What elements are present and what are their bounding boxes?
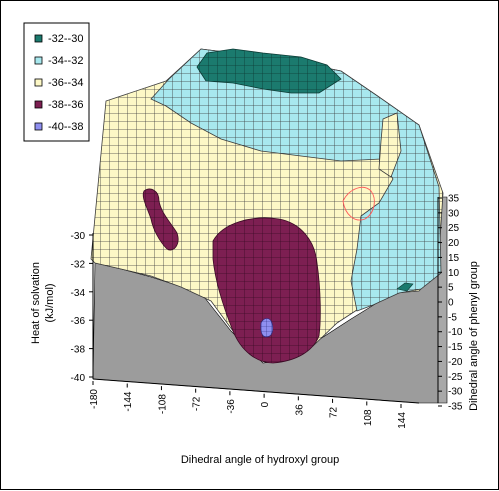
y-axis-ticks: 35 30 25 20 15 10 5 0 -5 -10 -15 -20 -25 -30 -35 bbox=[438, 194, 463, 413]
y-tick-label: 25 bbox=[448, 223, 460, 234]
y-axis-label: Dihedral angle of phenyl group bbox=[468, 261, 480, 411]
x-tick-label: 108 bbox=[363, 409, 374, 426]
y-tick-label: -10 bbox=[448, 327, 463, 338]
x-tick-label: 144 bbox=[397, 412, 408, 429]
legend-label: -40--38 bbox=[48, 121, 83, 133]
legend-swatch bbox=[34, 78, 43, 87]
x-tick-label: -180 bbox=[89, 389, 100, 409]
z-tick-label: -36 bbox=[71, 316, 86, 327]
z-tick-label: -30 bbox=[71, 231, 86, 242]
y-tick-label: -25 bbox=[448, 372, 463, 383]
x-tick-label: 0 bbox=[260, 401, 271, 407]
legend: -32--30 -34--32 -36--34 -38--36 -40--38 bbox=[34, 33, 83, 133]
y-tick-label: -35 bbox=[448, 402, 463, 413]
legend-swatch bbox=[34, 56, 43, 65]
y-tick-label: 35 bbox=[448, 194, 460, 205]
surface-region-magenta-small bbox=[142, 188, 179, 251]
z-tick-label: -34 bbox=[71, 288, 86, 299]
legend-swatch bbox=[34, 122, 43, 131]
surface-region-magenta-basin bbox=[212, 217, 321, 364]
y-tick-label: -30 bbox=[448, 387, 463, 398]
legend-swatch bbox=[34, 100, 43, 109]
surface-region-blue-min bbox=[260, 318, 274, 338]
y-tick-label: -20 bbox=[448, 357, 463, 368]
surface-region-yellow-tongue bbox=[378, 112, 402, 178]
legend-label: -34--32 bbox=[48, 55, 83, 67]
surface-highlight-outline bbox=[342, 187, 375, 221]
y-tick-label: 10 bbox=[448, 268, 460, 279]
y-tick-label: 15 bbox=[448, 253, 460, 264]
x-axis-label: Dihedral angle of hydroxyl group bbox=[181, 454, 339, 466]
y-tick-label: 30 bbox=[448, 208, 460, 219]
x-tick-label: -72 bbox=[192, 396, 203, 411]
x-tick-label: -36 bbox=[226, 399, 237, 414]
y-tick-label: 20 bbox=[448, 238, 460, 249]
surface-region-teal-edge bbox=[396, 282, 414, 292]
x-axis-ticks: -180 -144 -108 -72 -36 0 36 72 108 144 bbox=[89, 381, 408, 429]
z-tick-label: -38 bbox=[71, 345, 86, 356]
legend-label: -32--30 bbox=[48, 33, 83, 45]
x-tick-label: -144 bbox=[123, 391, 134, 411]
legend-label: -36--34 bbox=[48, 77, 83, 89]
x-tick-label: 36 bbox=[294, 404, 305, 416]
legend-swatch bbox=[34, 34, 43, 43]
surface-region-teal bbox=[196, 48, 342, 94]
x-axis-line bbox=[92, 378, 420, 404]
z-axis-ticks: -30 -32 -34 -36 -38 -40 bbox=[71, 231, 93, 384]
z-axis-label-line2: (kJ/mol) bbox=[44, 283, 56, 322]
y-tick-label: 5 bbox=[448, 283, 454, 294]
legend-label: -38--36 bbox=[48, 99, 83, 111]
x-tick-label: -108 bbox=[157, 394, 168, 414]
y-tick-label: -5 bbox=[448, 312, 457, 323]
x-tick-label: 72 bbox=[329, 406, 340, 418]
y-tick-label: 0 bbox=[448, 298, 454, 309]
z-axis-label-line1: Heat of solvation bbox=[30, 262, 42, 344]
z-tick-label: -32 bbox=[71, 259, 86, 270]
y-tick-label: -15 bbox=[448, 342, 463, 353]
z-tick-label: -40 bbox=[71, 373, 86, 384]
